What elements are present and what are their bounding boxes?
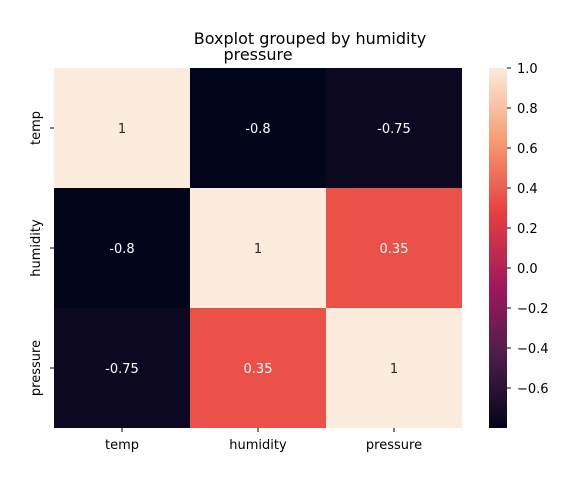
colorbar: 1.0 0.8 0.6 0.4 0.2 0.0 −0.2 −0.4 −0.6 <box>489 62 549 428</box>
colorbar-tick-label: 1.0 <box>517 62 538 77</box>
colorbar-tick-label: 0.8 <box>517 102 538 117</box>
colorbar-tick-label: 0.0 <box>517 262 538 277</box>
heatmap-cell-2-0 <box>54 308 190 428</box>
x-tick-label: pressure <box>366 438 422 453</box>
heatmap-cell-2-1 <box>190 308 326 428</box>
heatmap-cell-1-0 <box>54 188 190 308</box>
heatmap-cell-0-0 <box>54 68 190 188</box>
cell-value-label: 0.35 <box>244 362 273 377</box>
x-axis: temp humidity pressure <box>105 428 422 453</box>
heatmap-cell-0-2 <box>326 68 462 188</box>
y-tick-label: pressure <box>29 340 44 396</box>
cell-value-label: -0.75 <box>105 362 139 377</box>
y-tick-label: humidity <box>29 219 44 277</box>
heatmap-cell-1-2 <box>326 188 462 308</box>
chart-title: Boxplot grouped by humidity <box>194 29 426 48</box>
colorbar-tick-label: 0.4 <box>517 182 538 197</box>
cell-value-label: 1 <box>254 242 262 257</box>
colorbar-tick-label: −0.6 <box>517 382 549 397</box>
heatmap-cell-2-2 <box>326 308 462 428</box>
cell-value-label: -0.75 <box>377 122 411 137</box>
heatmap-cells: 1 -0.8 -0.75 -0.8 1 0.35 -0.75 0.35 1 <box>54 68 462 428</box>
heatmap-cell-0-1 <box>190 68 326 188</box>
x-tick-label: humidity <box>229 438 287 453</box>
heatmap-cell-1-1 <box>190 188 326 308</box>
cell-value-label: -0.8 <box>245 122 270 137</box>
colorbar-tick-label: −0.4 <box>517 342 549 357</box>
cell-value-label: 1 <box>118 122 126 137</box>
cell-value-label: 1 <box>390 362 398 377</box>
cell-value-label: 0.35 <box>380 242 409 257</box>
y-axis: temp humidity pressure <box>29 111 54 396</box>
colorbar-ticks: 1.0 0.8 0.6 0.4 0.2 0.0 −0.2 −0.4 −0.6 <box>507 62 549 397</box>
colorbar-tick-label: 0.2 <box>517 222 538 237</box>
colorbar-tick-label: 0.6 <box>517 142 538 157</box>
y-tick-label: temp <box>29 111 44 145</box>
colorbar-gradient <box>489 68 507 428</box>
colorbar-tick-label: −0.2 <box>517 302 549 317</box>
chart-subtitle: pressure <box>223 45 292 64</box>
x-tick-label: temp <box>105 438 139 453</box>
cell-value-label: -0.8 <box>109 242 134 257</box>
